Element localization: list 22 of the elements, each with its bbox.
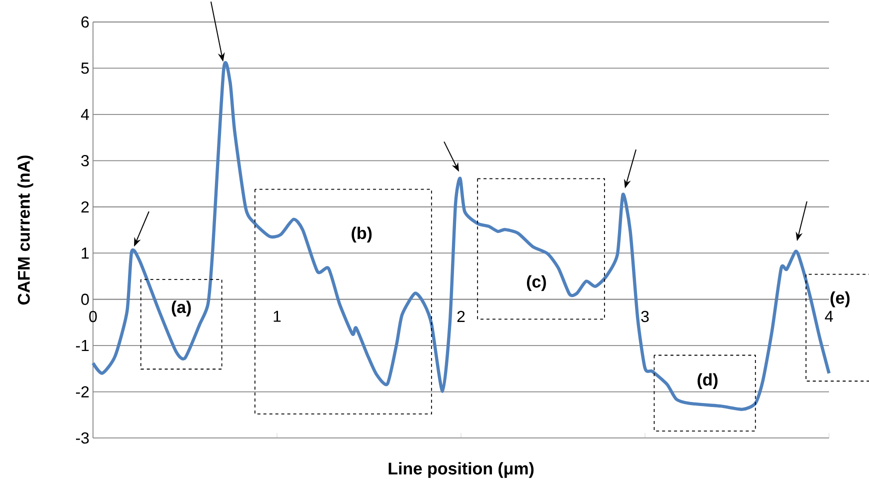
y-tick-label: -2 [76,386,89,398]
y-tick-label: 5 [81,62,89,74]
y-tick-label: 3 [81,155,89,166]
annotation: (c) [526,275,546,292]
text: (e) [830,291,850,308]
y-tick-label: 6 [81,16,89,28]
x-tick-label: 3 [641,310,649,322]
x-tick-label: 4 [824,310,833,322]
y-tick-label: 0 [81,294,89,305]
annotation: (d) [698,373,718,390]
y-tick-label: 1 [82,248,89,259]
x-axis-title: Line position (μm) [388,462,534,478]
y-tick-label: 4 [80,108,90,120]
y-tick-label: -1 [76,340,89,352]
x-tick-label: 1 [274,310,281,322]
y-tick-label: 2 [81,201,89,212]
y-tick-label: -3 [76,432,89,444]
x-tick-label: 2 [457,310,465,322]
annotation: (b) [352,226,372,243]
annotation: (a) [172,300,191,316]
y-axis-title: CAFM current (nA) [17,156,34,305]
x-tick-label: 0 [89,310,97,322]
